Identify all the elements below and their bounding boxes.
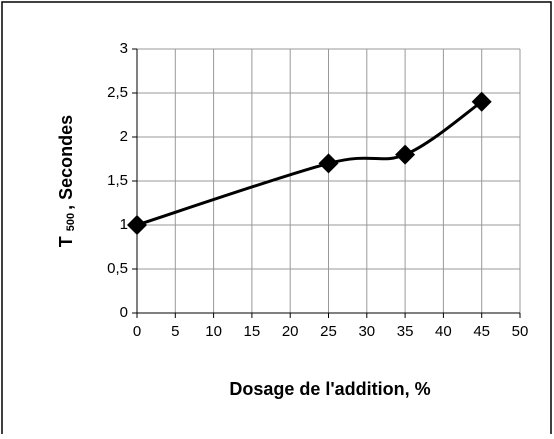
x-tick-label: 45 <box>473 323 490 340</box>
marker <box>471 91 492 112</box>
y-title-unit: , Secondes <box>56 115 76 210</box>
y-tick-label: 0,5 <box>107 260 128 277</box>
x-tick-label: 0 <box>133 323 141 340</box>
y-tick-label: 3 <box>120 40 128 57</box>
y-title-main: T <box>56 236 76 247</box>
y-axis-title: T 500 , Secondes <box>56 115 77 247</box>
x-tick-label: 35 <box>397 323 414 340</box>
y-title-sub: 500 <box>65 213 77 231</box>
x-tick-label: 15 <box>244 323 261 340</box>
y-tick-label: 1 <box>120 216 128 233</box>
y-tick-label: 0 <box>120 304 128 321</box>
x-tick-label: 50 <box>512 323 529 340</box>
marker <box>127 215 147 235</box>
x-tick-label: 20 <box>282 323 299 340</box>
marker <box>318 153 339 174</box>
x-tick-label: 10 <box>205 323 222 340</box>
x-tick-label: 40 <box>435 323 452 340</box>
marker <box>395 144 416 165</box>
y-tick-label: 2,5 <box>107 84 128 101</box>
x-tick-label: 30 <box>358 323 375 340</box>
y-tick-label: 1,5 <box>107 172 128 189</box>
x-tick-label: 25 <box>320 323 337 340</box>
x-axis-title: Dosage de l'addition, % <box>229 379 430 399</box>
series-line <box>136 100 483 227</box>
x-tick-label: 5 <box>171 323 179 340</box>
y-tick-label: 2 <box>120 128 128 145</box>
